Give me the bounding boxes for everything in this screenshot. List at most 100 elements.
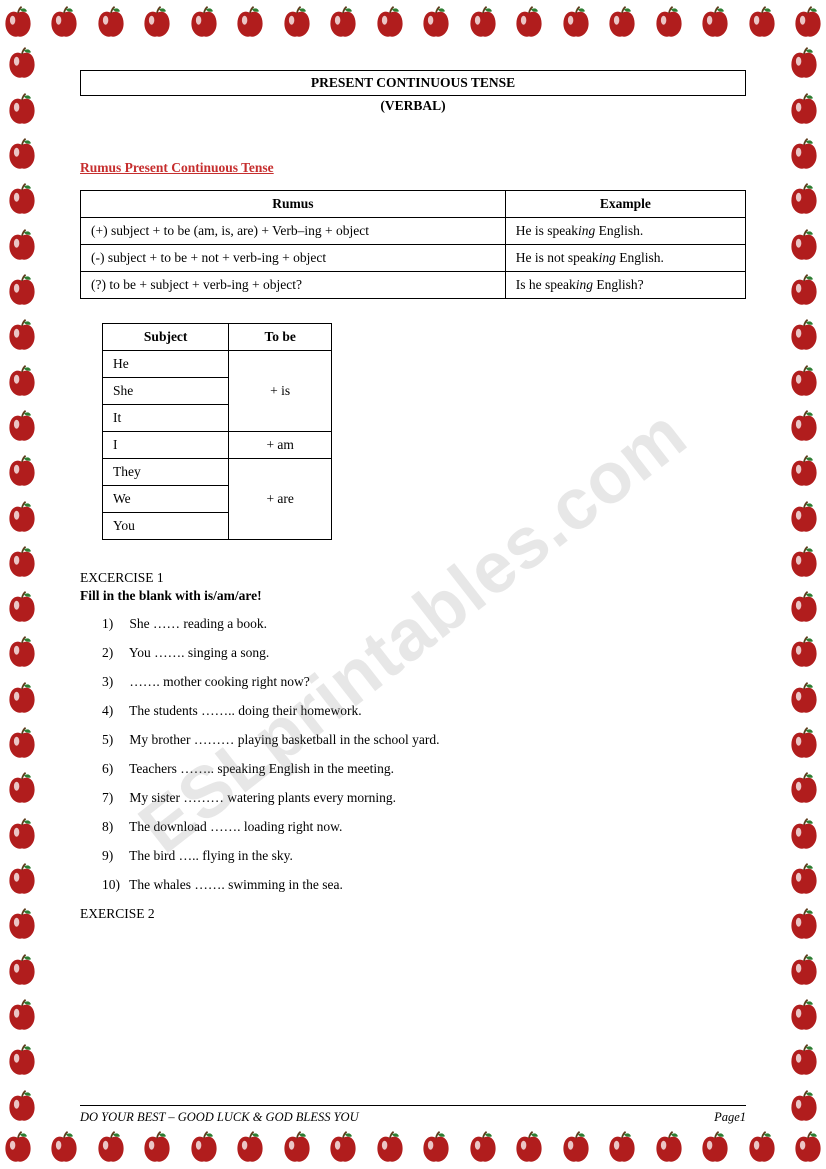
exercise-1-list: 1) She …… reading a book.2) You ……. sing… bbox=[80, 610, 746, 900]
apple-icon bbox=[0, 4, 36, 40]
apple-icon bbox=[786, 997, 822, 1033]
apple-icon bbox=[786, 317, 822, 353]
rumus-cell: (-) subject + to be + not + verb-ing + o… bbox=[81, 245, 506, 272]
apple-icon bbox=[786, 589, 822, 625]
list-item-number: 8) bbox=[102, 819, 126, 835]
apple-icon bbox=[325, 4, 361, 40]
list-item-text: The download ……. loading right now. bbox=[126, 819, 342, 834]
apple-icon bbox=[786, 45, 822, 81]
footer-left: DO YOUR BEST – GOOD LUCK & GOD BLESS YOU bbox=[80, 1110, 359, 1125]
tobe-cell: + am bbox=[229, 432, 332, 459]
list-item-text: She …… reading a book. bbox=[126, 616, 267, 631]
apple-icon bbox=[4, 408, 40, 444]
apple-icon bbox=[786, 816, 822, 852]
list-item-number: 1) bbox=[102, 616, 126, 632]
apple-icon bbox=[786, 725, 822, 761]
apple-icon bbox=[4, 499, 40, 535]
list-item: 1) She …… reading a book. bbox=[102, 610, 746, 639]
apple-icon bbox=[232, 4, 268, 40]
footer-right: Page1 bbox=[714, 1110, 746, 1125]
list-item-number: 9) bbox=[102, 848, 126, 864]
apple-icon bbox=[786, 1088, 822, 1124]
apple-icon bbox=[4, 1088, 40, 1124]
subject-th-1: To be bbox=[229, 324, 332, 351]
apple-icon bbox=[786, 499, 822, 535]
apple-icon bbox=[4, 45, 40, 81]
rumus-th-1: Example bbox=[505, 191, 745, 218]
exercise-1-title: EXCERCISE 1 bbox=[80, 570, 746, 586]
list-item-number: 7) bbox=[102, 790, 126, 806]
apple-icon bbox=[4, 544, 40, 580]
subject-cell: You bbox=[103, 513, 229, 540]
list-item-number: 6) bbox=[102, 761, 126, 777]
apple-icon bbox=[786, 408, 822, 444]
apple-icon bbox=[232, 1129, 268, 1165]
apple-icon bbox=[465, 1129, 501, 1165]
apple-icon bbox=[558, 1129, 594, 1165]
subject-table: Subject To be He+ isSheItI+ amThey+ areW… bbox=[102, 323, 332, 540]
apple-icon bbox=[558, 4, 594, 40]
apple-icon bbox=[651, 4, 687, 40]
apple-icon bbox=[4, 725, 40, 761]
apple-icon bbox=[465, 4, 501, 40]
apple-icon bbox=[418, 1129, 454, 1165]
apple-icon bbox=[744, 1129, 780, 1165]
apple-icon bbox=[786, 861, 822, 897]
apple-icon bbox=[372, 1129, 408, 1165]
list-item-number: 5) bbox=[102, 732, 126, 748]
page: ESLprintables.com PRESENT CONTINUOUS TEN… bbox=[0, 0, 826, 1169]
subject-th-0: Subject bbox=[103, 324, 229, 351]
list-item: 9) The bird ….. flying in the sky. bbox=[102, 842, 746, 871]
apple-icon bbox=[786, 906, 822, 942]
tobe-cell: + are bbox=[229, 459, 332, 540]
apple-icon bbox=[604, 4, 640, 40]
apple-icon bbox=[786, 363, 822, 399]
apple-icon bbox=[511, 4, 547, 40]
rumus-cell: (+) subject + to be (am, is, are) + Verb… bbox=[81, 218, 506, 245]
apple-icon bbox=[697, 4, 733, 40]
list-item-number: 4) bbox=[102, 703, 126, 719]
apple-icon bbox=[186, 1129, 222, 1165]
apple-icon bbox=[744, 4, 780, 40]
list-item: 10) The whales ……. swimming in the sea. bbox=[102, 871, 746, 900]
apple-icon bbox=[325, 1129, 361, 1165]
apple-icon bbox=[4, 1042, 40, 1078]
apple-icon bbox=[651, 1129, 687, 1165]
apple-icon bbox=[786, 680, 822, 716]
subject-cell: I bbox=[103, 432, 229, 459]
page-title-box: PRESENT CONTINUOUS TENSE bbox=[80, 70, 746, 96]
subject-cell: It bbox=[103, 405, 229, 432]
table-row: He+ is bbox=[103, 351, 332, 378]
rumus-th-0: Rumus bbox=[81, 191, 506, 218]
table-row: (-) subject + to be + not + verb-ing + o… bbox=[81, 245, 746, 272]
table-row: I+ am bbox=[103, 432, 332, 459]
apple-icon bbox=[786, 634, 822, 670]
apple-icon bbox=[786, 136, 822, 172]
rumus-cell: (?) to be + subject + verb-ing + object? bbox=[81, 272, 506, 299]
apple-icon bbox=[0, 1129, 36, 1165]
rumus-table: Rumus Example (+) subject + to be (am, i… bbox=[80, 190, 746, 299]
apple-icon bbox=[786, 770, 822, 806]
list-item: 3) ……. mother cooking right now? bbox=[102, 668, 746, 697]
apple-icon bbox=[786, 227, 822, 263]
apple-icon bbox=[790, 1129, 826, 1165]
list-item: 5) My brother ……… playing basketball in … bbox=[102, 726, 746, 755]
exercise-1: EXCERCISE 1 Fill in the blank with is/am… bbox=[80, 570, 746, 900]
list-item: 2) You ……. singing a song. bbox=[102, 639, 746, 668]
apple-icon bbox=[4, 589, 40, 625]
footer: DO YOUR BEST – GOOD LUCK & GOD BLESS YOU… bbox=[80, 1105, 746, 1125]
apple-icon bbox=[786, 272, 822, 308]
apple-icon bbox=[786, 453, 822, 489]
rumus-cell: Is he speaking English? bbox=[505, 272, 745, 299]
apple-icon bbox=[4, 906, 40, 942]
subject-cell: They bbox=[103, 459, 229, 486]
apple-icon bbox=[4, 272, 40, 308]
exercise-2: EXERCISE 2 bbox=[80, 906, 746, 922]
list-item-number: 10) bbox=[102, 877, 126, 893]
apple-icon bbox=[4, 317, 40, 353]
apple-icon bbox=[4, 227, 40, 263]
table-row: (+) subject + to be (am, is, are) + Verb… bbox=[81, 218, 746, 245]
apple-icon bbox=[279, 4, 315, 40]
apple-icon bbox=[786, 1042, 822, 1078]
apple-icon bbox=[4, 363, 40, 399]
